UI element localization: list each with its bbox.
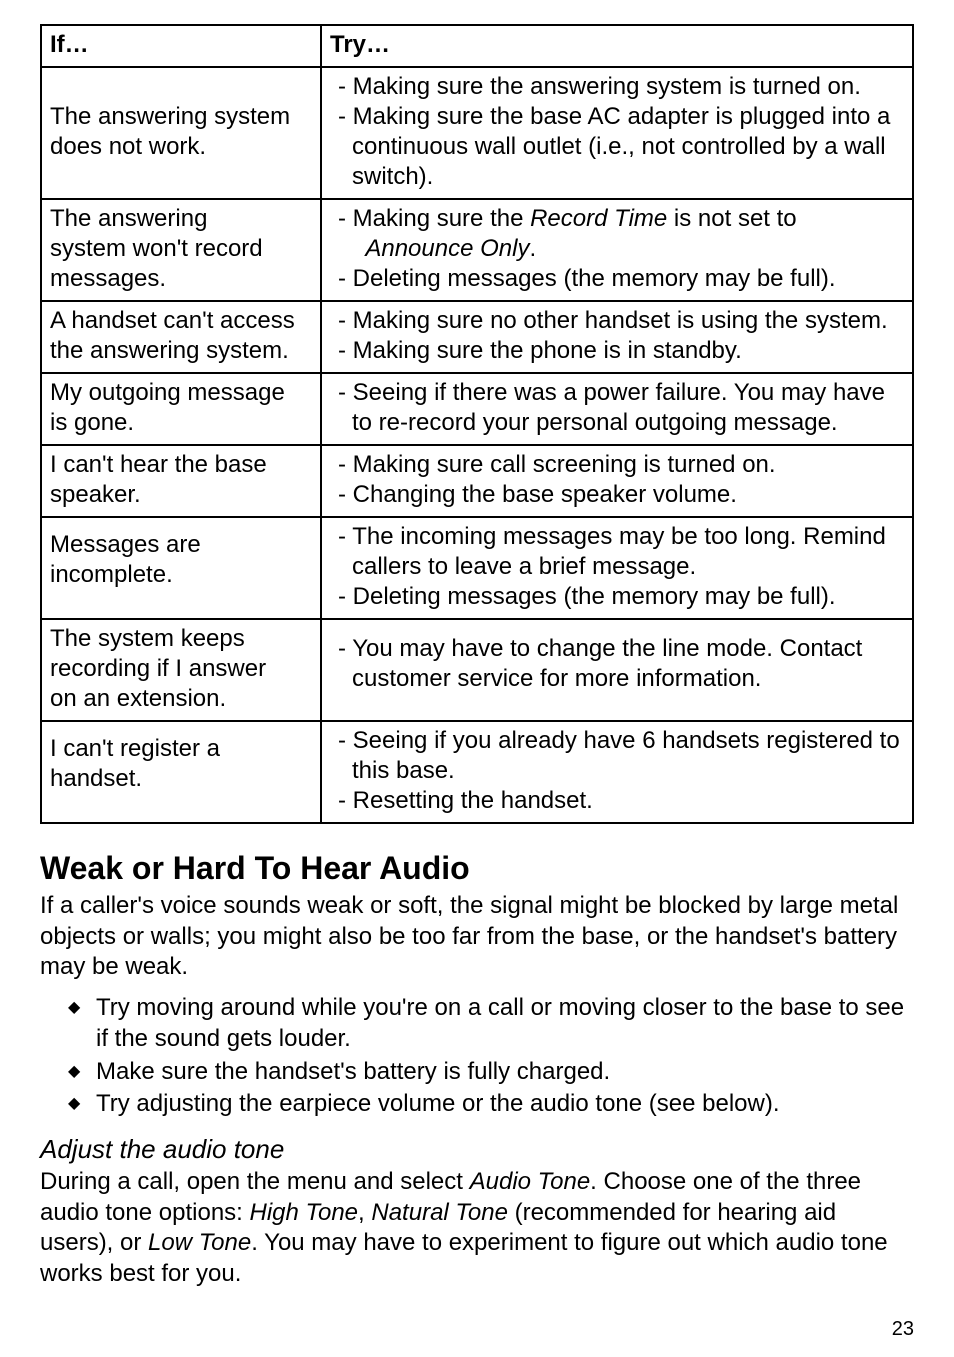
table-header-row: If… Try…	[41, 25, 913, 67]
list-item: Try moving around while you're on a call…	[40, 993, 914, 1054]
fix-cell: Making sure the answering system is turn…	[321, 67, 913, 199]
problem-cell: The system keeps recording if I answer o…	[41, 619, 321, 721]
table-row: I can't hear the base speaker. Making su…	[41, 445, 913, 517]
fix-cell: The incoming messages may be too long. R…	[321, 517, 913, 619]
document-page: If… Try… The answering system does not w…	[0, 0, 954, 1357]
table-row: The system keeps recording if I answer o…	[41, 619, 913, 721]
fix-cell: Making sure no other handset is using th…	[321, 301, 913, 373]
fix-cell: You may have to change the line mode. Co…	[321, 619, 913, 721]
problem-cell: The answering system won't record messag…	[41, 199, 321, 301]
list-item: Try adjusting the earpiece volume or the…	[40, 1089, 914, 1120]
table-header-if: If…	[41, 25, 321, 67]
fix-cell: Making sure call screening is turned on.…	[321, 445, 913, 517]
problem-cell: My outgoing message is gone.	[41, 373, 321, 445]
bullet-list: Try moving around while you're on a call…	[40, 993, 914, 1120]
table-body: The answering system does not work. Maki…	[41, 67, 913, 823]
table-row: A handset can't access the answering sys…	[41, 301, 913, 373]
table-row: My outgoing message is gone. Seeing if t…	[41, 373, 913, 445]
troubleshooting-table: If… Try… The answering system does not w…	[40, 24, 914, 824]
problem-cell: I can't hear the base speaker.	[41, 445, 321, 517]
table-header-try: Try…	[321, 25, 913, 67]
fix-cell: Seeing if there was a power failure. You…	[321, 373, 913, 445]
table-row: Messages are incomplete. The incoming me…	[41, 517, 913, 619]
section-heading: Weak or Hard To Hear Audio	[40, 850, 914, 887]
page-number: 23	[892, 1318, 914, 1341]
problem-cell: Messages are incomplete.	[41, 517, 321, 619]
sub-heading: Adjust the audio tone	[40, 1134, 914, 1165]
list-item: Make sure the handset's battery is fully…	[40, 1057, 914, 1088]
problem-cell: A handset can't access the answering sys…	[41, 301, 321, 373]
table-row: The answering system does not work. Maki…	[41, 67, 913, 199]
section-intro: If a caller's voice sounds weak or soft,…	[40, 891, 914, 983]
fix-cell: - Making sure the Record Time is not set…	[321, 199, 913, 301]
table-row: The answering system won't record messag…	[41, 199, 913, 301]
table-row: I can't register a handset. Seeing if yo…	[41, 721, 913, 823]
problem-cell: I can't register a handset.	[41, 721, 321, 823]
fix-cell: Seeing if you already have 6 handsets re…	[321, 721, 913, 823]
adjust-paragraph: During a call, open the menu and select …	[40, 1167, 914, 1290]
problem-cell: The answering system does not work.	[41, 67, 321, 199]
